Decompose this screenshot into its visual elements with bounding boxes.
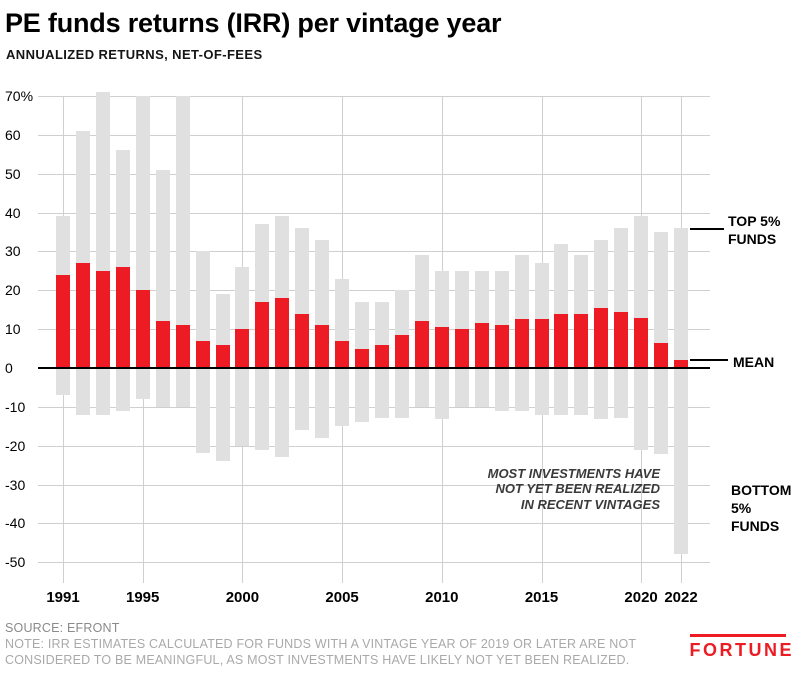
bar-mean-2019 bbox=[614, 311, 629, 368]
y-axis-label--40: -40 bbox=[5, 515, 26, 532]
bar-mean-1999 bbox=[215, 344, 230, 368]
y-axis-label-20: 20 bbox=[5, 282, 21, 299]
horizontal-gridline--20 bbox=[38, 445, 710, 447]
y-axis-label-10: 10 bbox=[5, 321, 21, 338]
x-axis-label-2000: 2000 bbox=[225, 589, 260, 606]
bar-mean-2017 bbox=[574, 313, 589, 368]
y-axis-label-0: 0 bbox=[5, 360, 13, 376]
bar-mean-2009 bbox=[414, 321, 429, 368]
bar-mean-2008 bbox=[394, 335, 409, 368]
label-mean: MEAN bbox=[733, 354, 775, 370]
x-axis-label-2015: 2015 bbox=[524, 589, 559, 606]
annotation-line: IN RECENT VINTAGES bbox=[520, 496, 660, 512]
bar-range-2022 bbox=[674, 228, 688, 555]
y-axis-label-50: 50 bbox=[5, 165, 21, 182]
y-axis-label-30: 30 bbox=[5, 243, 21, 260]
bar-mean-2018 bbox=[594, 307, 609, 368]
bar-mean-2016 bbox=[554, 313, 569, 368]
horizontal-gridline-20 bbox=[38, 290, 710, 292]
bar-mean-2005 bbox=[335, 340, 350, 368]
y-axis-label--10: -10 bbox=[5, 398, 26, 415]
y-axis-label--50: -50 bbox=[5, 554, 26, 571]
source-text: SOURCE: EFRONT bbox=[5, 621, 120, 635]
annotation-line: NOT YET BEEN REALIZED bbox=[495, 481, 660, 497]
bar-mean-1997 bbox=[175, 325, 190, 368]
horizontal-gridline-30 bbox=[38, 251, 710, 253]
bar-mean-1992 bbox=[75, 263, 90, 368]
bar-mean-2013 bbox=[494, 325, 509, 368]
bar-mean-2004 bbox=[315, 325, 330, 368]
bar-mean-1991 bbox=[56, 274, 70, 368]
bar-mean-1996 bbox=[155, 321, 170, 368]
fortune-logo-rule bbox=[689, 634, 786, 637]
zero-axis-line bbox=[38, 367, 710, 369]
label-line: 5% bbox=[731, 500, 752, 517]
bar-mean-2007 bbox=[375, 344, 389, 368]
label-line: BOTTOM bbox=[731, 482, 792, 498]
bar-range-1996 bbox=[155, 169, 170, 407]
label-bottom5-funds: BOTTOM 5% FUNDS bbox=[731, 481, 791, 536]
x-axis-label-1991: 1991 bbox=[46, 589, 80, 606]
bar-mean-2001 bbox=[255, 301, 270, 368]
mean-connector-line bbox=[690, 359, 728, 362]
bar-mean-2002 bbox=[275, 298, 290, 368]
bar-mean-1994 bbox=[115, 267, 130, 368]
note-line: NOTE: IRR ESTIMATES CALCULATED FOR FUNDS… bbox=[5, 637, 637, 651]
label-line: TOP 5% bbox=[728, 213, 781, 229]
horizontal-gridline--10 bbox=[38, 406, 710, 408]
bar-mean-2006 bbox=[355, 348, 369, 368]
bar-mean-2011 bbox=[454, 329, 469, 368]
label-top5-funds: TOP 5% FUNDS bbox=[728, 212, 780, 248]
x-axis-label-2010: 2010 bbox=[425, 589, 459, 606]
bar-mean-2022 bbox=[674, 360, 688, 368]
bar-mean-2012 bbox=[474, 323, 489, 368]
note-line: CONSIDERED TO BE MEANINGFUL, AS MOST INV… bbox=[5, 652, 630, 667]
horizontal-gridline-60 bbox=[38, 134, 710, 136]
horizontal-gridline--30 bbox=[38, 484, 710, 486]
bar-mean-1998 bbox=[195, 340, 210, 368]
horizontal-gridline-40 bbox=[38, 212, 710, 214]
top5-connector-line bbox=[690, 228, 724, 231]
horizontal-gridline--50 bbox=[38, 562, 710, 564]
fortune-logo-text: FORTUNE bbox=[689, 640, 794, 660]
bar-mean-2014 bbox=[514, 319, 529, 368]
fortune-logo: FORTUNE bbox=[689, 634, 795, 660]
y-axis-label-40: 40 bbox=[5, 204, 21, 221]
bar-mean-2015 bbox=[534, 319, 549, 368]
bar-mean-1993 bbox=[95, 270, 110, 369]
y-axis-label-60: 60 bbox=[5, 126, 21, 143]
bar-mean-2021 bbox=[654, 342, 669, 368]
y-axis-label--30: -30 bbox=[5, 476, 26, 493]
label-line: FUNDS bbox=[731, 518, 780, 535]
bar-range-1999 bbox=[215, 294, 230, 462]
x-axis-label-2005: 2005 bbox=[325, 589, 359, 606]
note-text: NOTE: IRR ESTIMATES CALCULATED FOR FUNDS… bbox=[5, 637, 636, 668]
chart-subtitle: ANNUALIZED RETURNS, NET-OF-FEES bbox=[6, 47, 263, 62]
bar-mean-2000 bbox=[235, 329, 250, 368]
y-axis-label--20: -20 bbox=[5, 437, 26, 454]
horizontal-gridline-70 bbox=[38, 96, 710, 97]
label-line: FUNDS bbox=[728, 231, 777, 248]
chart-title: PE funds returns (IRR) per vintage year bbox=[5, 8, 502, 38]
bar-mean-2010 bbox=[434, 327, 449, 368]
bar-mean-2020 bbox=[634, 317, 649, 368]
annotation-recent-vintages: MOST INVESTMENTS HAVE NOT YET BEEN REALI… bbox=[488, 466, 660, 512]
x-axis-label-2022: 2022 bbox=[664, 589, 698, 606]
bar-mean-2003 bbox=[295, 313, 310, 368]
horizontal-gridline-50 bbox=[38, 173, 710, 175]
annotation-line: MOST INVESTMENTS HAVE bbox=[487, 466, 660, 481]
bar-mean-1995 bbox=[135, 290, 150, 368]
horizontal-gridline-10 bbox=[38, 329, 710, 331]
horizontal-gridline--40 bbox=[38, 523, 710, 525]
x-axis-label-2020: 2020 bbox=[624, 589, 658, 606]
y-axis-label-70: 70% bbox=[5, 88, 34, 104]
x-axis-label-1995: 1995 bbox=[126, 589, 160, 606]
